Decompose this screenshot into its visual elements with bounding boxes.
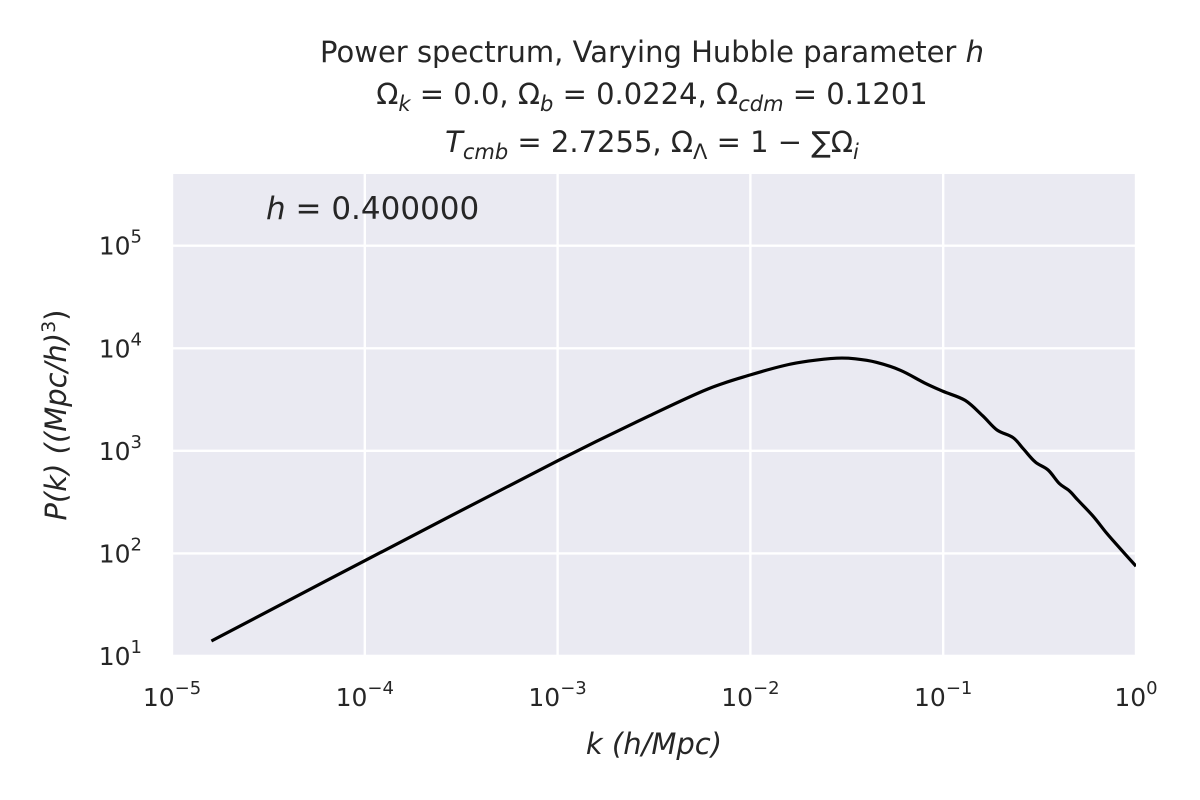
grid-lines [170,174,1138,658]
annotation-label: h = 0.400000 [266,191,479,227]
series-line [210,356,1136,643]
x-tick-label: 10−1 [914,678,972,712]
title-line-3: Tcmb = 2.7255, ΩΛ = 1 − ∑Ωi [445,125,859,164]
x-tick-labels: 10−5 10−4 10−3 10−2 10−1 100 [143,678,1158,712]
x-tick-label: 10−5 [143,678,201,712]
y-tick-label: 103 [99,432,142,466]
x-tick-label: 10−2 [721,678,779,712]
title-line-2: Ωk = 0.0, Ωb = 0.0224, Ωcdm = 0.1201 [376,77,928,116]
y-tick-label: 101 [99,637,142,671]
x-tick-label: 10−3 [528,678,586,712]
y-tick-label: 102 [99,534,142,568]
y-tick-labels: 101 102 103 104 105 [99,227,142,671]
x-tick-label: 10−4 [336,678,394,712]
y-tick-label: 104 [99,329,142,363]
x-tick-label: 100 [1114,678,1157,712]
y-axis-label: P(k) ((Mpc/h)3) [38,309,73,520]
title-line-1: Power spectrum, Varying Hubble parameter… [320,35,984,69]
y-tick-label: 105 [99,227,142,261]
series-group [210,356,1136,643]
chart-title: Power spectrum, Varying Hubble parameter… [320,35,984,164]
x-axis-label: k (h/Mpc) [586,727,722,761]
